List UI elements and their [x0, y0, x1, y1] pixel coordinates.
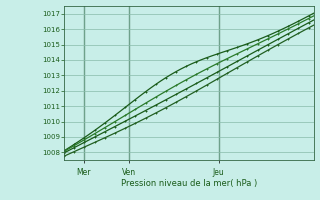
X-axis label: Pression niveau de la mer( hPa ): Pression niveau de la mer( hPa ) [121, 179, 257, 188]
